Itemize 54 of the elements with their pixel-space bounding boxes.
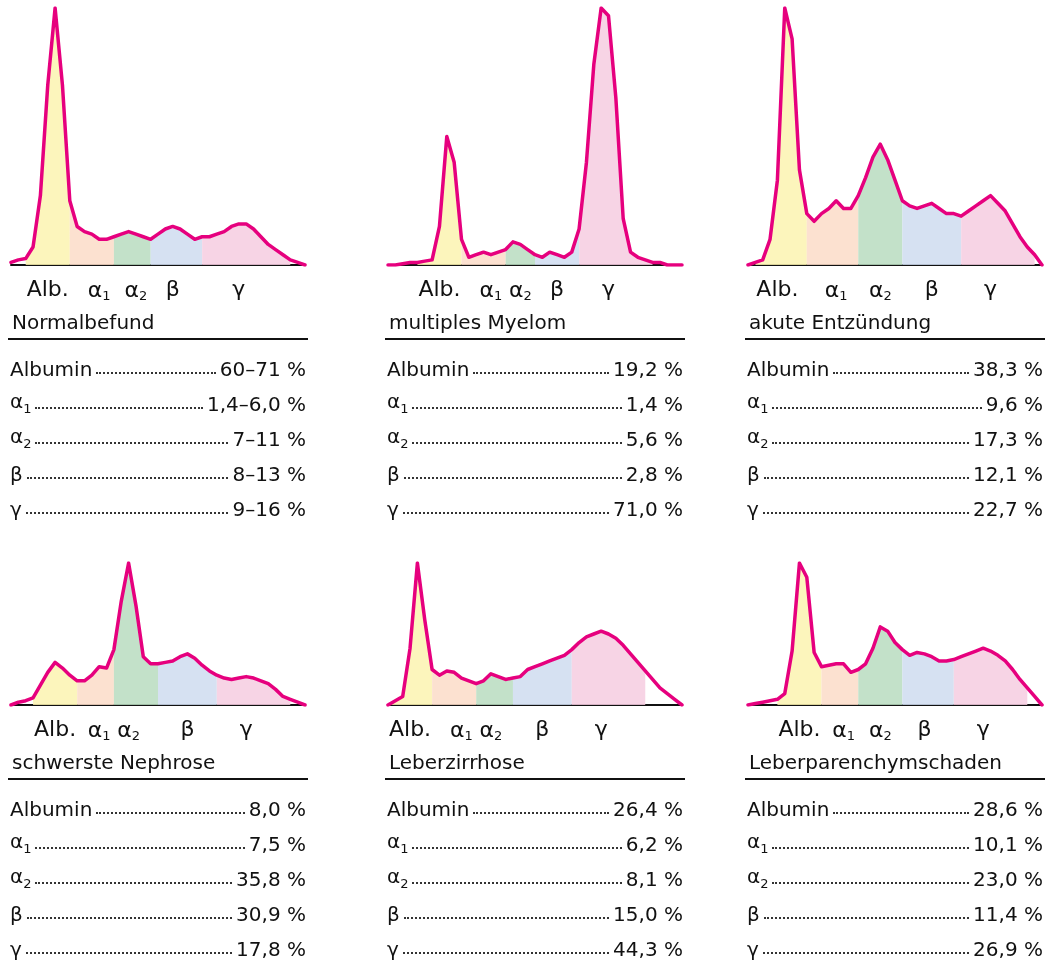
text: γ 22,7 %: [747, 497, 1043, 521]
text: Albumin 8,0 %: [10, 797, 306, 821]
text: α$_{1}$ 1,4–6,0 %: [10, 389, 306, 416]
text: α$_{1}$ 10,1 %: [747, 829, 1043, 856]
text: α$_{2}$ 17,3 %: [747, 424, 1043, 451]
text: Leberzirrhose: [385, 750, 685, 780]
x-tick-label: Alb.: [34, 715, 77, 741]
x-tick-label: γ: [601, 275, 616, 301]
text: α$_{1}$ 1,4 %: [387, 389, 683, 416]
text: β 30,9 %: [10, 902, 306, 926]
text: Albumin 60–71 %: [10, 357, 306, 381]
text: γ 9–16 %: [10, 497, 306, 521]
x-tick-label: β: [165, 275, 180, 301]
x-tick-label: Alb.: [418, 275, 461, 301]
text: multiples Myelom: [385, 310, 685, 340]
text: γ 26,9 %: [747, 937, 1043, 961]
text: α$_{1}$ 6,2 %: [387, 829, 683, 856]
text: α$_{1}$ 7,5 %: [10, 829, 306, 856]
x-tick-label: Alb.: [388, 715, 432, 741]
x-tick-label: Alb.: [26, 275, 69, 301]
text: Albumin 28,6 %: [747, 797, 1043, 821]
text: β 2,8 %: [387, 462, 683, 486]
x-tick-label: β: [550, 275, 565, 301]
text: Normalbefund: [8, 310, 308, 340]
x-tick-label: β: [535, 715, 550, 741]
x-tick-label: Alb.: [756, 275, 799, 301]
text: Leberparenchymschaden: [745, 750, 1045, 780]
text: β 15,0 %: [387, 902, 683, 926]
text: akute Entzündung: [745, 310, 1045, 340]
x-tick-label: γ: [976, 715, 990, 741]
x-tick-label: β: [924, 275, 939, 301]
text: γ 17,8 %: [10, 937, 306, 961]
text: γ 44,3 %: [387, 937, 683, 961]
text: Albumin 38,3 %: [747, 357, 1043, 381]
x-tick-label: γ: [239, 715, 253, 741]
text: Albumin 19,2 %: [387, 357, 683, 381]
text: β 12,1 %: [747, 462, 1043, 486]
text: β 11,4 %: [747, 902, 1043, 926]
text: β 8–13 %: [10, 462, 306, 486]
text: α$_{2}$ 7–11 %: [10, 424, 306, 451]
x-tick-label: γ: [232, 275, 246, 301]
text: α$_{2}$ 23,0 %: [747, 864, 1043, 891]
x-tick-label: γ: [594, 715, 608, 741]
text: α$_{2}$ 8,1 %: [387, 864, 683, 891]
x-tick-label: β: [917, 715, 932, 741]
text: α$_{1}$ 9,6 %: [747, 389, 1043, 416]
text: γ 71,0 %: [387, 497, 683, 521]
text: α$_{2}$ 5,6 %: [387, 424, 683, 451]
text: α$_{2}$ 35,8 %: [10, 864, 306, 891]
x-tick-label: Alb.: [778, 715, 821, 741]
text: Albumin 26,4 %: [387, 797, 683, 821]
text: schwerste Nephrose: [8, 750, 308, 780]
x-tick-label: γ: [984, 275, 998, 301]
x-tick-label: β: [180, 715, 195, 741]
